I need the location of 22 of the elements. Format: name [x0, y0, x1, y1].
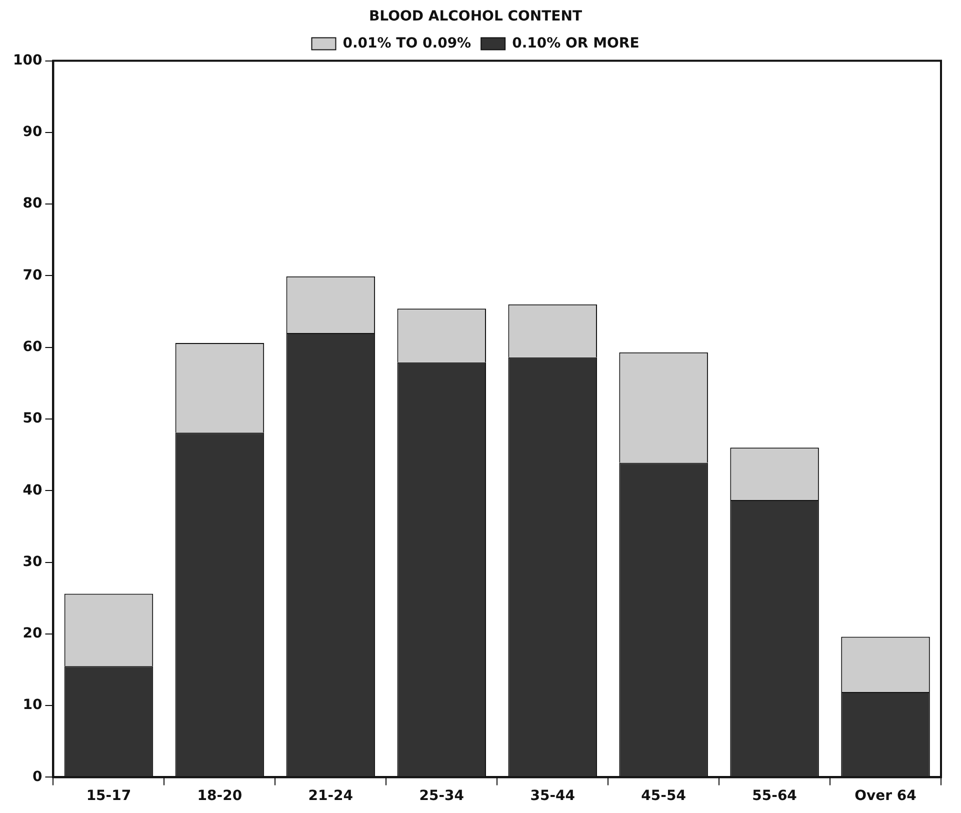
- legend-label: 0.01% TO 0.09%: [342, 35, 472, 52]
- y-tick-label: 80: [22, 196, 42, 212]
- y-tick-label: 40: [22, 482, 42, 498]
- y-tick-label: 60: [22, 339, 42, 355]
- y-tick-label: 90: [22, 124, 42, 140]
- legend-label: 0.10% OR MORE: [512, 35, 640, 52]
- x-tick-label: Over 64: [854, 788, 917, 804]
- y-tick-label: 20: [22, 626, 42, 642]
- x-tick-label: 15-17: [86, 788, 132, 804]
- x-tick-label: 55-64: [752, 788, 798, 804]
- x-tick-label: 25-34: [419, 788, 464, 804]
- x-tick-label: 21-24: [308, 788, 354, 804]
- x-tick-label: 18-20: [197, 788, 242, 804]
- y-tick-label: 50: [22, 410, 42, 427]
- legend-title: BLOOD ALCOHOL CONTENT: [368, 8, 582, 25]
- y-tick-label: 30: [22, 554, 42, 570]
- y-tick-label: 100: [12, 52, 42, 68]
- y-tick-label: 0: [32, 768, 42, 785]
- y-tick-label: 10: [22, 697, 42, 714]
- y-tick-label: 70: [22, 267, 42, 284]
- x-tick-label: 45-54: [641, 788, 686, 804]
- x-tick-label: 35-44: [530, 788, 576, 804]
